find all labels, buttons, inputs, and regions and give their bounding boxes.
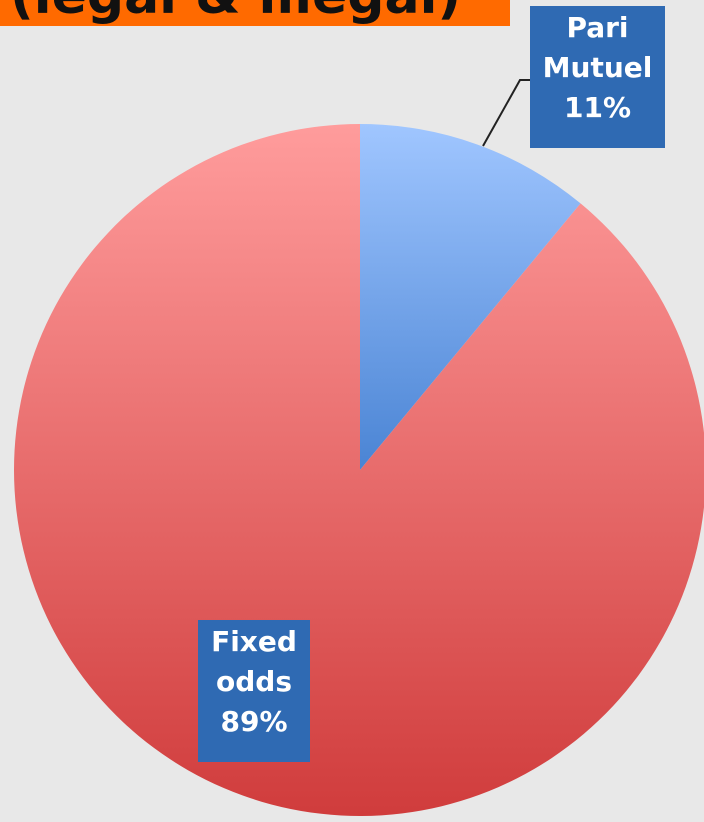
title-banner: (legal & illegal) (0, 0, 510, 26)
category-label: Pari Mutuel (542, 11, 653, 84)
data-label: Pari Mutuel 11% (530, 6, 665, 148)
data-label: Fixed odds 89% (198, 620, 310, 762)
value-label: 11% (563, 91, 632, 124)
chart-title: (legal & illegal) (10, 0, 461, 26)
value-label: 89% (220, 705, 288, 738)
pie-slice (14, 124, 704, 816)
category-label: Fixed odds (211, 625, 297, 698)
leader-line (482, 79, 530, 147)
pie-slice (360, 124, 581, 470)
